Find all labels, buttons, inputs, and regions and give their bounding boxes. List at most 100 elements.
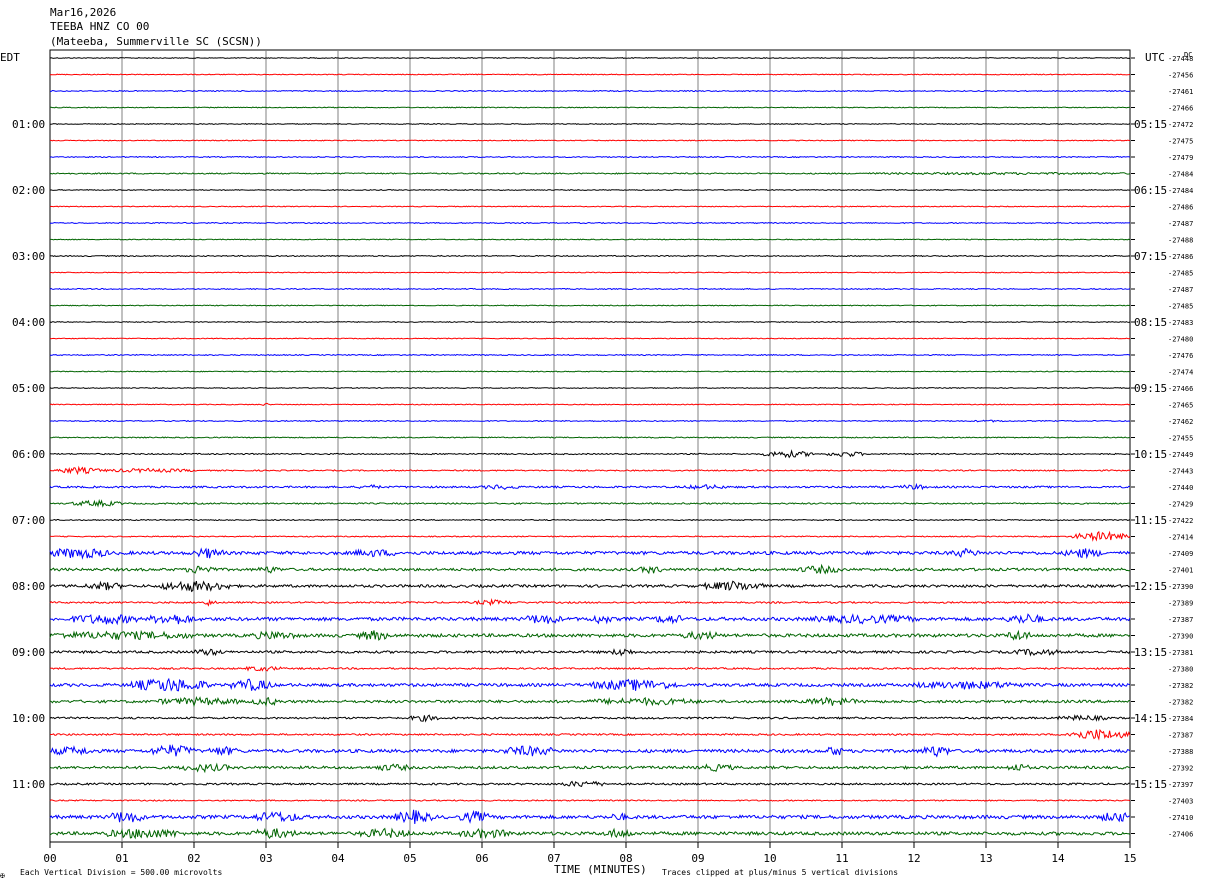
seismic-trace	[49, 171, 1131, 176]
seismic-trace	[49, 123, 1131, 125]
right-hour-label: 14:15	[1134, 712, 1167, 725]
right-hour-label: 10:15	[1134, 448, 1167, 461]
minute-gridlines	[121, 50, 1059, 842]
right-hour-label: 09:15	[1134, 382, 1167, 395]
left-hour-label: 09:00	[12, 646, 45, 659]
dc-offset-label: -27382	[1168, 682, 1193, 690]
seismic-trace	[49, 677, 1131, 692]
seismic-trace	[49, 254, 1131, 258]
x-axis-ticks: 00 01 02 03 04 05 06 07 08 09 10 11 12 13 14 15	[43, 842, 1137, 865]
seismic-trace	[49, 205, 1131, 208]
dc-offset-label: -27456	[1168, 72, 1193, 80]
dc-offset-label: -27476	[1168, 352, 1193, 360]
seismic-trace	[49, 498, 1130, 508]
dc-offset-label: -27440	[1168, 484, 1193, 492]
left-hour-label: 08:00	[12, 580, 45, 593]
dc-offset-label: -27486	[1168, 253, 1193, 261]
dc-offset-label: -27401	[1168, 567, 1193, 575]
dc-offset-label: -27487	[1168, 220, 1193, 228]
seismic-trace	[50, 89, 1131, 93]
x-tick-label: 08	[619, 852, 632, 865]
seismic-trace	[49, 386, 1131, 389]
right-hour-label: 05:15	[1134, 118, 1167, 131]
x-tick-label: 12	[907, 852, 920, 865]
x-tick-label: 06	[475, 852, 488, 865]
scale-note: Each Vertical Division = 500.00 microvol…	[20, 868, 222, 877]
dc-offset-label: -27486	[1168, 204, 1193, 212]
left-hour-label: 03:00	[12, 250, 45, 263]
seismic-trace	[49, 337, 1131, 340]
header-location: (Mateeba, Summerville SC (SCSN))	[50, 35, 262, 48]
dc-offset-label: -27485	[1168, 303, 1193, 311]
x-tick-label: 11	[835, 852, 848, 865]
dc-offset-label: -27409	[1168, 550, 1193, 558]
left-hour-label: 06:00	[12, 448, 45, 461]
seismic-trace	[49, 321, 1131, 323]
dc-offset-label: -27466	[1168, 105, 1193, 113]
seismic-trace	[49, 530, 1131, 542]
dc-offset-header: DC	[1184, 51, 1192, 59]
seismic-trace	[49, 57, 1131, 59]
dc-offset-label: -27448	[1168, 55, 1193, 63]
dc-offset-label: -27414	[1168, 534, 1193, 542]
dc-offset-label: -27384	[1168, 715, 1193, 723]
seismic-trace	[49, 799, 1131, 802]
seismic-trace	[49, 449, 1131, 459]
seismic-trace	[49, 402, 1131, 406]
right-hour-label: 07:15	[1134, 250, 1167, 263]
dc-offset-label: -27449	[1168, 451, 1193, 459]
seismic-trace	[50, 728, 1131, 741]
right-hour-label: 11:15	[1134, 514, 1167, 527]
seismic-trace	[49, 580, 1130, 593]
dc-offset-label: -27410	[1168, 814, 1193, 822]
left-hour-label: 11:00	[12, 778, 45, 791]
right-hour-label: 06:15	[1134, 184, 1167, 197]
dc-offset-label: -27429	[1168, 501, 1193, 509]
x-tick-label: 04	[331, 852, 345, 865]
dc-offset-label: -27390	[1168, 583, 1193, 591]
x-tick-label: 15	[1123, 852, 1136, 865]
left-hour-label: 02:00	[12, 184, 45, 197]
dc-offset-label: -27382	[1168, 699, 1193, 707]
seismic-trace	[49, 353, 1131, 357]
left-hour-label: 07:00	[12, 514, 45, 527]
seismic-trace	[49, 188, 1131, 191]
seismic-trace	[49, 419, 1131, 423]
seismic-trace	[50, 139, 1131, 142]
dc-offset-label: -27443	[1168, 468, 1193, 476]
left-hour-label: 10:00	[12, 712, 45, 725]
header-date: Mar16,2026	[50, 6, 116, 19]
seismic-trace	[49, 563, 1131, 575]
right-hour-label: 08:15	[1134, 316, 1167, 329]
right-hour-labels: 05:15 06:15 07:15 08:15 09:15 10:15 11:15 12:15…	[1134, 118, 1167, 791]
x-tick-label: 09	[691, 852, 704, 865]
seismic-trace	[50, 518, 1131, 522]
seismic-trace	[49, 744, 1131, 758]
left-hour-label: 05:00	[12, 382, 45, 395]
dc-offset-label: -27406	[1168, 831, 1193, 839]
seismic-trace	[49, 714, 1131, 723]
seismic-trace	[49, 465, 1131, 476]
x-tick-label: 01	[115, 852, 128, 865]
dc-offset-label: -27462	[1168, 418, 1193, 426]
dc-offset-label: -27389	[1168, 600, 1193, 608]
seismic-trace	[49, 780, 1131, 788]
clip-note: Traces clipped at plus/minus 5 vertical …	[662, 868, 898, 877]
x-tick-label: 13	[979, 852, 992, 865]
seismic-trace	[50, 436, 1130, 439]
seismic-trace	[49, 271, 1131, 274]
dc-offset-label: -27387	[1168, 616, 1193, 624]
x-tick-label: 02	[187, 852, 200, 865]
seismic-trace	[50, 304, 1131, 307]
right-timezone-label: UTC	[1145, 51, 1165, 64]
seismic-trace	[49, 762, 1130, 774]
dc-offset-label: -27387	[1168, 732, 1193, 740]
dc-offset-label: -27479	[1168, 154, 1193, 162]
dc-offset-label: -27455	[1168, 435, 1193, 443]
seismic-trace	[49, 809, 1131, 824]
dc-offset-label: -27381	[1168, 649, 1193, 657]
x-tick-label: 05	[403, 852, 416, 865]
dc-offset-label: -27475	[1168, 138, 1193, 146]
x-axis-title: TIME (MINUTES)	[554, 863, 647, 876]
